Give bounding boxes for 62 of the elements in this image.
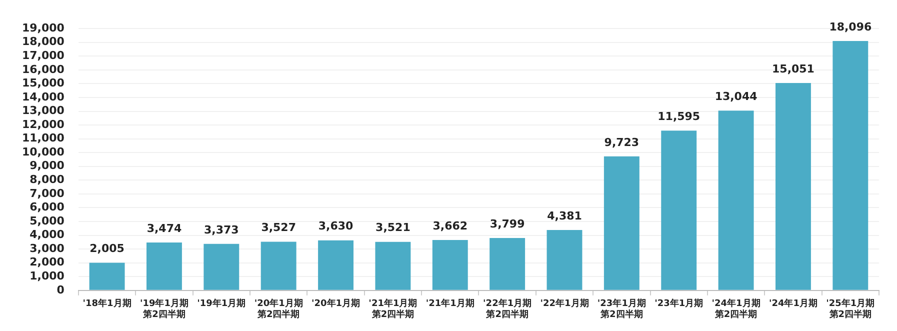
y-tick-label: 12,000 <box>22 118 65 131</box>
data-label: 3,799 <box>490 217 525 230</box>
x-tick-label: '23年1月期第2四半期 <box>597 298 646 320</box>
x-tick-label: '19年1月期第2四半期 <box>140 298 188 320</box>
x-tick-label: '20年1月期 <box>311 298 360 310</box>
y-tick-label: 0 <box>56 283 65 296</box>
data-label: 4,381 <box>547 209 582 222</box>
y-tick-label: 1,000 <box>30 269 65 282</box>
bar <box>260 242 296 290</box>
x-tick-label: '24年1月期第2四半期 <box>712 298 760 320</box>
data-label: 15,051 <box>772 62 814 76</box>
bar <box>432 240 468 290</box>
bar <box>718 110 754 290</box>
bar <box>490 238 526 290</box>
y-tick-label: 18,000 <box>22 35 65 48</box>
y-tick-label: 13,000 <box>22 104 65 118</box>
data-label: 9,723 <box>604 136 640 149</box>
x-tick-label: '20年1月期第2四半期 <box>254 298 303 320</box>
x-tick-label: '25年1月期第2四半期 <box>826 298 875 320</box>
bar <box>204 244 240 290</box>
bar <box>604 156 640 290</box>
y-tick-label: 7,000 <box>30 186 65 200</box>
x-tick-label: '23年1月期 <box>654 298 704 310</box>
x-tick-label: '21年1月期 <box>426 298 474 310</box>
bar <box>146 242 182 290</box>
x-tick-label: '19年1月期 <box>197 298 246 310</box>
data-label: 3,474 <box>146 222 182 235</box>
data-label: 11,595 <box>658 110 700 123</box>
bar <box>546 230 582 290</box>
y-tick-label: 19,000 <box>22 21 65 34</box>
data-label: 3,521 <box>376 221 410 234</box>
y-tick-label: 6,000 <box>30 200 65 214</box>
y-tick-label: 10,000 <box>22 145 65 158</box>
x-tick-label: '24年1月期 <box>768 298 818 310</box>
y-tick-label: 15,000 <box>22 76 65 90</box>
y-tick-label: 14,000 <box>22 90 65 104</box>
y-tick-label: 8,000 <box>30 173 65 186</box>
data-label: 13,044 <box>714 90 758 104</box>
y-tick-label: 2,000 <box>30 256 65 269</box>
data-label: 3,373 <box>204 223 239 236</box>
y-tick-label: 4,000 <box>30 228 65 242</box>
y-tick-label: 16,000 <box>22 62 65 76</box>
x-tick-label: '18年1月期 <box>82 298 132 310</box>
bar <box>318 240 354 290</box>
bar <box>661 130 697 290</box>
y-tick-label: 17,000 <box>22 49 65 62</box>
data-label: 3,630 <box>318 220 354 233</box>
x-tick-label: '22年1月期第2四半期 <box>483 298 532 320</box>
data-label: 2,005 <box>90 242 124 256</box>
data-label: 3,662 <box>432 219 468 232</box>
y-tick-label: 11,000 <box>22 132 65 145</box>
y-tick-label: 3,000 <box>30 242 65 255</box>
bar <box>375 242 411 290</box>
y-tick-label: 5,000 <box>30 214 65 228</box>
bar <box>776 83 811 290</box>
x-tick-label: '21年1月期第2四半期 <box>368 298 418 320</box>
y-tick-label: 9,000 <box>30 159 65 172</box>
x-tick-label: '22年1月期 <box>540 298 589 310</box>
bar <box>89 262 125 290</box>
data-label: 18,096 <box>829 20 872 34</box>
data-label: 3,527 <box>261 221 296 234</box>
bar <box>832 41 868 290</box>
